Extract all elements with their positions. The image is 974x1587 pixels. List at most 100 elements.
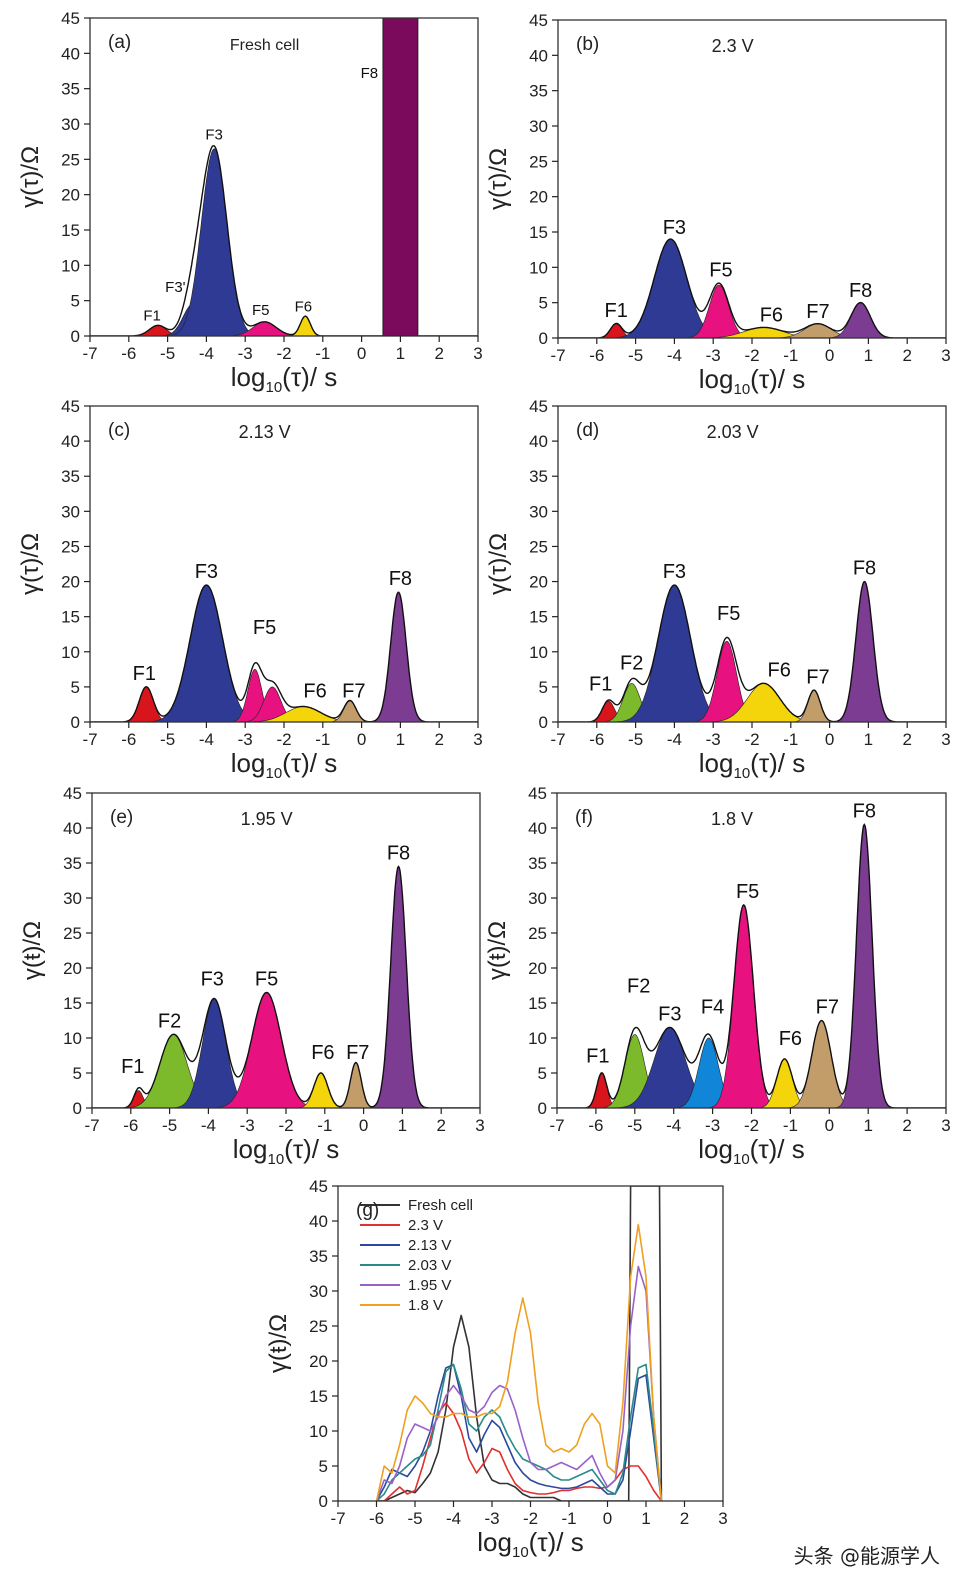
series-line-6: [375, 1223, 663, 1501]
y-axis-label: γ(τ)/Ω: [17, 533, 44, 595]
peak-label-f6: F6: [303, 680, 326, 702]
y-tick-label: 5: [539, 678, 548, 697]
x-tick-label: -4: [446, 1509, 461, 1528]
y-tick-label: 5: [73, 1064, 82, 1083]
x-tick-label: -5: [628, 730, 643, 749]
x-tick-label: 2: [680, 1509, 689, 1528]
legend-label-4: 2.03 V: [408, 1257, 451, 1274]
plot-frame: [89, 17, 479, 337]
x-tick-label: -2: [276, 344, 291, 363]
legend-label-2: 2.3 V: [408, 1217, 443, 1234]
x-tick-label: -5: [628, 346, 643, 365]
y-tick-label: 40: [61, 44, 80, 63]
envelope-line: [557, 823, 946, 1108]
peak-label-f5: F5: [736, 881, 759, 903]
x-tick-label: -7: [549, 1116, 564, 1135]
x-tick-label: -4: [667, 346, 682, 365]
y-tick-label: 20: [61, 573, 80, 592]
x-tick-label: -2: [276, 730, 291, 749]
y-tick-label: 0: [71, 713, 80, 732]
x-tick-label: 1: [398, 1116, 407, 1135]
y-axis-label: γ(τ)/Ω: [17, 146, 44, 208]
y-tick-label: 10: [529, 258, 548, 277]
peak-label-f1: F1: [589, 673, 612, 695]
peak-label-f8: F8: [853, 801, 876, 823]
y-tick-label: 30: [529, 117, 548, 136]
y-tick-label: 10: [61, 643, 80, 662]
plot-frame: [337, 1185, 724, 1502]
x-tick-label: 2: [434, 730, 443, 749]
panel-tag: (g): [356, 1200, 379, 1221]
peak-label-f1: F1: [605, 300, 628, 322]
peak-label-f3p: F3': [165, 279, 186, 296]
x-tick-label: 2: [902, 346, 911, 365]
y-tick-label: 15: [61, 221, 80, 240]
y-tick-label: 35: [309, 1247, 328, 1266]
y-axis-label: γ(ŧ)/Ω: [484, 921, 511, 980]
x-tick-label: -3: [240, 1116, 255, 1135]
y-tick-label: 20: [61, 186, 80, 205]
plot-area: [375, 1186, 663, 1501]
x-tick-label: -2: [278, 1116, 293, 1135]
panel-subtitle: 2.03 V: [707, 422, 759, 442]
y-tick-label: 0: [319, 1492, 328, 1511]
y-tick-label: 25: [529, 152, 548, 171]
y-tick-label: 10: [529, 643, 548, 662]
panel-tag: (f): [575, 807, 593, 828]
peak-f3: [557, 1027, 946, 1108]
y-axis-label: γ(τ)/Ω: [485, 533, 512, 595]
x-tick-label: -2: [523, 1509, 538, 1528]
y-tick-label: 0: [538, 1099, 547, 1118]
x-tick-label: -4: [199, 730, 214, 749]
y-tick-label: 25: [528, 924, 547, 943]
panel-subtitle: 2.3 V: [712, 36, 754, 56]
peak-f3: [90, 584, 478, 722]
y-tick-label: 40: [63, 819, 82, 838]
peak-label-f6: F6: [767, 659, 790, 681]
x-tick-label: -4: [667, 730, 682, 749]
peak-f3: [558, 584, 946, 722]
x-tick-label: 0: [357, 730, 366, 749]
x-tick-label: -5: [160, 344, 175, 363]
y-tick-label: 0: [71, 327, 80, 346]
peak-label-f8: F8: [361, 65, 379, 82]
x-axis-label: log10(τ)/ s: [699, 364, 805, 398]
x-tick-label: -4: [201, 1116, 216, 1135]
y-tick-label: 45: [309, 1177, 328, 1196]
x-tick-label: -7: [82, 730, 97, 749]
y-tick-label: 35: [63, 854, 82, 873]
x-tick-label: 2: [436, 1116, 445, 1135]
y-tick-label: 0: [73, 1099, 82, 1118]
peak-label-f8: F8: [849, 280, 872, 302]
x-axis-label: log10(τ)/ s: [477, 1527, 583, 1561]
peak-f1: [558, 323, 946, 338]
peak-label-f8: F8: [853, 558, 876, 580]
peak-label-f7: F7: [816, 997, 839, 1019]
y-axis-label: γ(τ)/Ω: [485, 148, 512, 210]
x-tick-label: 2: [902, 730, 911, 749]
x-tick-label: -7: [84, 1116, 99, 1135]
envelope-line: [558, 238, 946, 338]
peak-label-f3: F3: [663, 561, 686, 583]
x-axis-label: log10(τ)/ s: [231, 748, 337, 782]
legend-label-1: Fresh cell: [408, 1197, 473, 1214]
x-tick-label: 0: [825, 1116, 834, 1135]
y-tick-label: 15: [61, 608, 80, 627]
y-tick-label: 15: [529, 223, 548, 242]
watermark-text: 头条 @能源学人: [793, 1544, 940, 1568]
y-tick-label: 20: [528, 959, 547, 978]
y-tick-label: 10: [528, 1029, 547, 1048]
chart-panel-7: Fresh cell 2.3 V 2.13 V 2.03 V 1.95 V 1.8 V -7…: [265, 1177, 728, 1561]
x-tick-label: 3: [941, 730, 950, 749]
x-tick-label: -7: [550, 346, 565, 365]
x-tick-label: 3: [941, 346, 950, 365]
y-tick-label: 45: [61, 397, 80, 416]
envelope-line: [90, 584, 478, 722]
x-tick-label: 0: [359, 1116, 368, 1135]
x-tick-label: -2: [744, 1116, 759, 1135]
x-axis-label: log10(τ)/ s: [233, 1134, 339, 1168]
x-tick-label: 3: [473, 344, 482, 363]
